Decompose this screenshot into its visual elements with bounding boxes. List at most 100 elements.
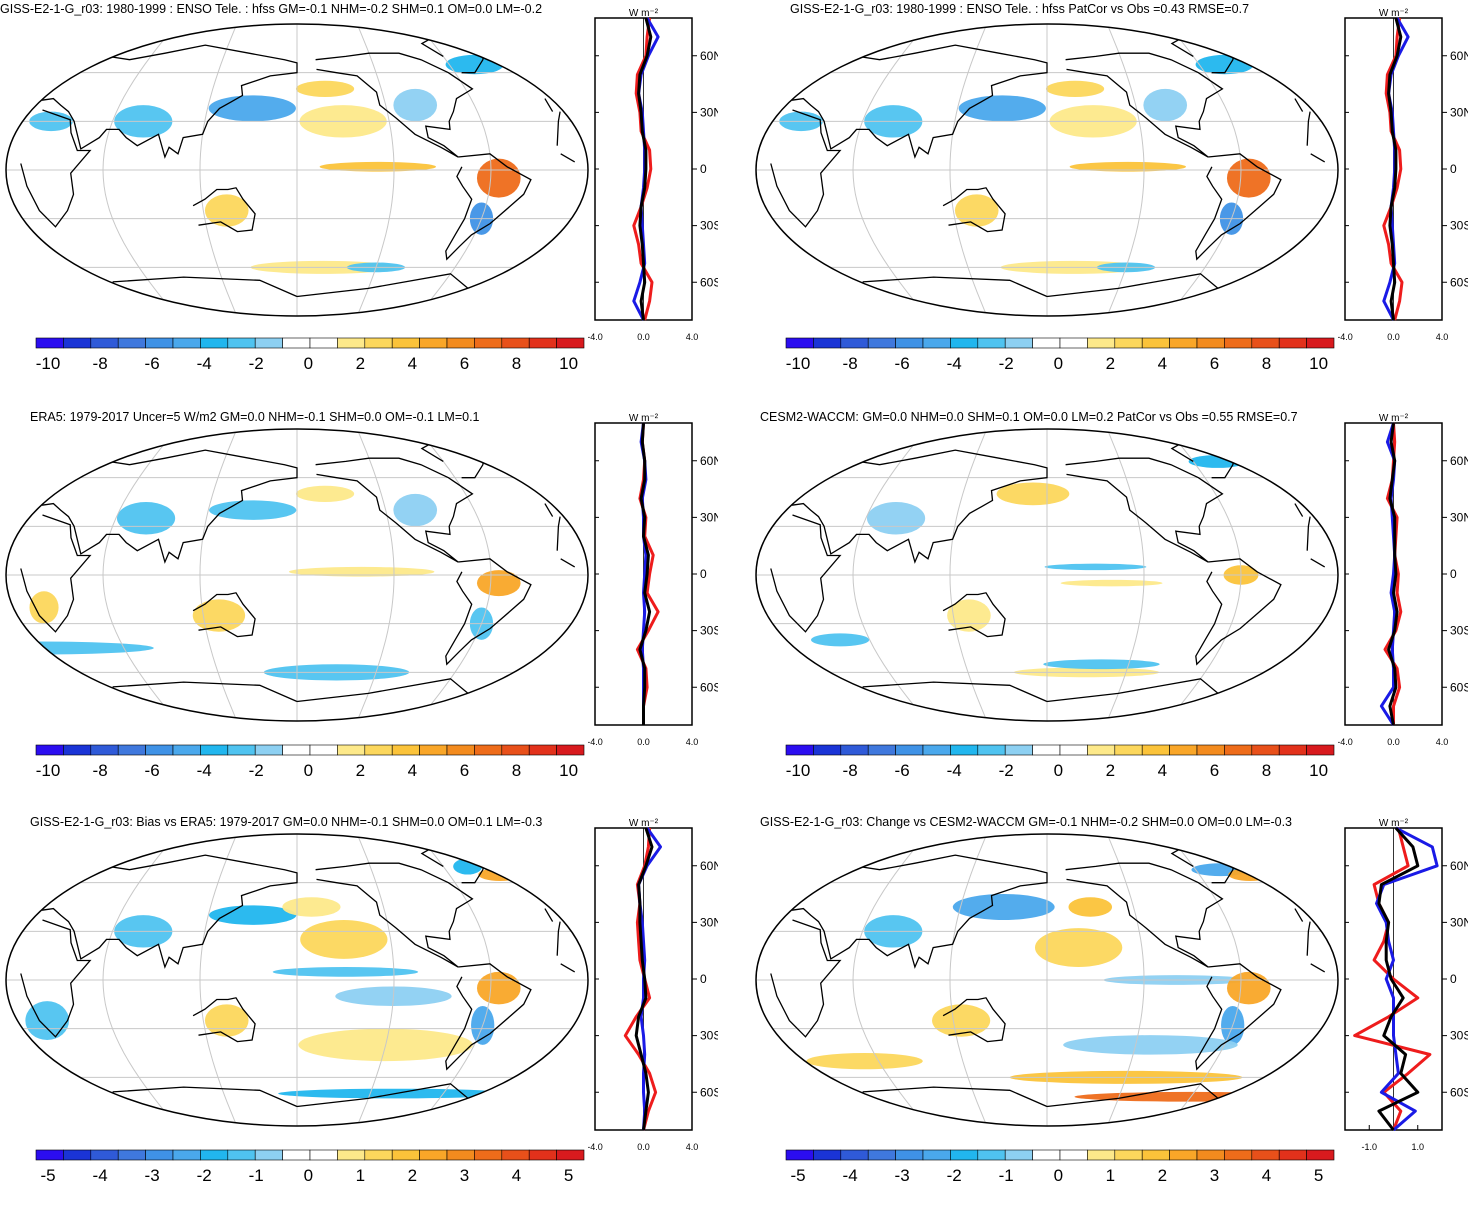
colorbar-swatch [813,1149,842,1161]
colorbar-swatch [172,744,201,756]
graticule-lon [102,24,177,316]
panel-p5: GISS-E2-1-G_r03: Bias vs ERA5: 1979-2017… [0,810,740,1205]
colorbar-swatch [1196,744,1225,756]
zonal-unit: W m⁻² [1379,8,1409,19]
lat-label: 30N [1450,105,1468,119]
colorbar-swatch [1032,337,1061,349]
panel-p2: GISS-E2-1-G_r03: 1980-1999 : ENSO Tele. … [750,0,1484,395]
colorbar-swatch [867,337,896,349]
field-patch [288,566,435,577]
graticule-lon [417,834,492,1126]
colorbar-swatch [785,337,814,349]
field-patch [295,485,355,502]
lat-label: 30S [1450,1029,1468,1043]
field-patch [272,967,419,977]
colorbar: -5 -4 -3 -2 -1 0 1 2 3 4 5 [35,1149,585,1185]
colorbar-label: 10 [1309,354,1328,373]
colorbar-label: -1 [999,1166,1014,1185]
colorbar-swatch [950,744,979,756]
coastline [1065,457,1224,563]
colorbar-swatch [867,744,896,756]
field-patch [393,88,438,122]
coastline [315,862,474,968]
panel-title: GISS-E2-1-G_r03: Change vs CESM2-WACCM G… [760,815,1293,829]
field-patch [1060,579,1163,587]
colorbar-swatch [200,1149,229,1161]
colorbar-label: 0 [1054,1166,1063,1185]
colorbar-swatch [364,1149,393,1161]
colorbar-label: 1 [356,1166,365,1185]
colorbar-label: 8 [512,761,521,780]
colorbar-swatch [1059,744,1088,756]
colorbar-swatch [227,337,256,349]
colorbar-label: 0 [304,761,313,780]
colorbar-swatch [419,337,448,349]
coastline [315,457,474,563]
colorbar-label: 2 [1106,761,1115,780]
colorbar-swatch [1251,337,1280,349]
colorbar-swatch [309,337,338,349]
colorbar-swatch [1032,1149,1061,1161]
zonal-tick-label: 4.0 [1436,737,1449,747]
coastline [20,109,576,228]
colorbar-swatch [840,744,869,756]
map-border [5,23,589,317]
map-border [755,428,1339,722]
colorbar-swatch [840,337,869,349]
colorbar-swatch [922,337,951,349]
colorbar-swatch [117,1149,146,1161]
colorbar-swatch [1087,337,1116,349]
lat-label: 60S [700,1085,718,1099]
field-patch [478,868,522,882]
graticule-lon [1106,429,1145,721]
colorbar-swatch [1278,1149,1307,1161]
colorbar-swatch [419,744,448,756]
colorbar-swatch [200,744,229,756]
colorbar-label: -6 [895,761,910,780]
colorbar-swatch [1306,744,1335,756]
colorbar-label: 1 [1106,1166,1115,1185]
graticule-lon [1106,24,1145,316]
colorbar-swatch [474,744,503,756]
colorbar-swatch [785,1149,814,1161]
colorbar-swatch [1306,337,1335,349]
colorbar-swatch [1224,1149,1253,1161]
colorbar-swatch [1224,744,1253,756]
colorbar-swatch [282,744,311,756]
coastline [862,1083,1223,1108]
map [755,23,1339,317]
colorbar-swatch [1087,1149,1116,1161]
graticule-lon [1167,834,1242,1126]
colorbar-swatch [528,744,557,756]
coastline [942,187,1006,233]
lat-label: 0 [1450,567,1457,581]
coastline [1065,52,1224,158]
zonal-tick-label: -4.0 [588,1142,603,1152]
coastline [1065,862,1224,968]
colorbar-label: -6 [895,354,910,373]
colorbar: -10 -8 -6 -4 -2 0 2 4 6 8 10 [35,744,585,780]
lat-label: 60N [1450,859,1468,873]
colorbar-swatch [1114,1149,1143,1161]
lat-label: 60S [700,680,718,694]
graticule-lon [199,429,238,721]
lat-label: 0 [700,972,707,986]
lat-label: 30S [700,219,718,233]
field-patch [954,194,999,227]
zonal-tick-label: 0.0 [637,737,650,747]
colorbar-swatch [63,1149,92,1161]
colorbar-swatch [1141,1149,1170,1161]
colorbar-swatch [867,1149,896,1161]
coastline [20,919,576,1038]
zonal-profile: W m⁻² 60N 30N 0 30S 60S -4.0 0.0 4.0 [588,413,718,747]
zonal-tick-label: 0.0 [1387,332,1400,342]
colorbar-label: 6 [1210,354,1219,373]
zonal-tick-label: 4.0 [1436,332,1449,342]
zonal-curve-black [1387,422,1399,726]
coastline [445,558,532,666]
zonal-tick-label: 0.0 [637,332,650,342]
colorbar-label: 4 [408,761,417,780]
coastline [445,153,532,261]
zonal-tick-label: -4.0 [588,332,603,342]
colorbar-swatch [1251,1149,1280,1161]
